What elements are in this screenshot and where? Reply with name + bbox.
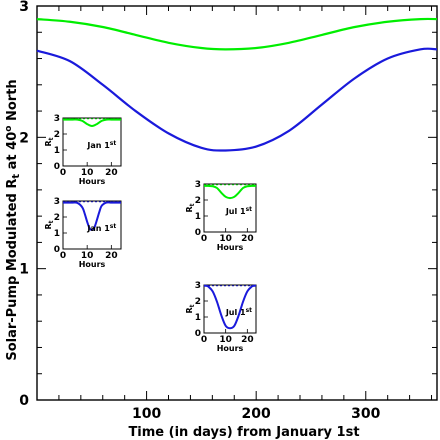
inset-date-sup: st — [110, 140, 117, 147]
inset-y-tick-label: 0 — [195, 228, 201, 238]
inset-y-tick-label: 1 — [195, 212, 201, 222]
y-axis-label-sup: o — [4, 126, 14, 132]
inset-x-tick-label: 10 — [81, 251, 94, 261]
inset-date-text: Jan 1 — [86, 141, 110, 150]
inset-y-tick-label: 1 — [195, 313, 201, 323]
inset-date-text: Jan 1 — [86, 224, 110, 233]
y-axis-label: Solar-Pump Modulated Rt at 40o North — [4, 79, 22, 360]
inset-x-tick-label: 20 — [241, 234, 254, 244]
y-tick-label: 2 — [19, 130, 29, 146]
inset-y-axis-label-main: R — [44, 223, 53, 229]
inset-x-tick-label: 10 — [81, 168, 94, 178]
y-axis-label-suffix: North — [5, 79, 20, 125]
inset-x-axis-label: Hours — [217, 344, 244, 353]
inset-series-line — [203, 184, 257, 200]
inset-y-tick-label: 1 — [54, 229, 60, 239]
inset-y-tick-label: 2 — [54, 213, 60, 223]
inset-x-tick-label: 20 — [241, 335, 254, 345]
y-axis-label-prefix: Solar-Pump Modulated R — [5, 179, 20, 361]
inset-y-axis-label: Rt — [185, 203, 196, 212]
inset-y-tick-label: 0 — [54, 245, 60, 255]
inset-frame — [203, 183, 257, 233]
inset-date-label: Jan 1st — [86, 140, 116, 150]
inset-y-tick-label: 0 — [195, 329, 201, 339]
inset-y-tick-label: 3 — [195, 180, 201, 190]
inset-chart: 0 10 20 0 1 2 3 Jan 1st Hours Rt — [44, 114, 122, 186]
inset-x-tick-label: 0 — [60, 168, 66, 178]
inset-chart: 0 10 20 0 1 2 3 Jul 1st Hours Rt — [185, 180, 257, 252]
inset-x-tick-label: 0 — [201, 234, 207, 244]
inset-y-tick-label: 0 — [54, 162, 60, 172]
inset-date-sup: st — [110, 223, 117, 230]
inset-date-label: Jul 1st — [225, 206, 252, 216]
inset-x-tick-label: 0 — [60, 251, 66, 261]
inset-y-tick-label: 2 — [54, 130, 60, 140]
inset-y-axis-label: Rt — [44, 137, 55, 146]
inset-date-label: Jan 1st — [86, 223, 116, 233]
inset-frame — [62, 200, 122, 250]
inset-date-sup: st — [246, 307, 253, 314]
x-tick-label: 100 — [132, 406, 161, 422]
inset-series-line — [203, 284, 257, 330]
inset-y-tick-label: 3 — [54, 114, 60, 124]
inset-date-text: Jul 1 — [225, 207, 246, 216]
series-line-1 — [36, 17, 438, 51]
inset-x-axis-label: Hours — [217, 243, 244, 252]
inset-y-axis-label-main: R — [44, 140, 53, 146]
inset-y-tick-label: 1 — [54, 146, 60, 156]
x-tick-label: 300 — [351, 406, 380, 422]
inset-y-axis-label-sub: t — [189, 203, 196, 206]
plot-frame — [36, 5, 438, 401]
x-axis-label: Time (in days) from January 1st — [128, 425, 359, 440]
inset-chart: 0 10 20 0 1 2 3 Jul 1st Hours Rt — [185, 281, 257, 353]
inset-series-line — [63, 201, 121, 231]
inset-date-label: Jul 1st — [225, 307, 252, 317]
inset-x-axis-label: Hours — [79, 177, 106, 186]
inset-y-tick-label: 3 — [195, 281, 201, 291]
y-axis-label-sub: t — [11, 174, 22, 179]
inset-x-axis-label: Hours — [79, 260, 106, 269]
inset-date-text: Jul 1 — [225, 308, 246, 317]
inset-y-axis-label-main: R — [185, 206, 194, 212]
y-axis-label-mid: at 40 — [5, 132, 20, 174]
inset-y-axis-label-sub: t — [48, 137, 55, 140]
inset-x-tick-label: 20 — [105, 251, 118, 261]
series-line-2 — [36, 47, 438, 152]
inset-y-axis-label-sub: t — [189, 304, 196, 307]
inset-y-axis-label: Rt — [44, 220, 55, 229]
inset-date-sup: st — [246, 206, 253, 213]
inset-x-tick-label: 10 — [219, 234, 232, 244]
inset-y-axis-label-main: R — [185, 307, 194, 313]
inset-x-tick-label: 20 — [105, 168, 118, 178]
y-tick-label: 3 — [19, 0, 29, 15]
inset-x-tick-label: 0 — [201, 335, 207, 345]
inset-y-axis-label: Rt — [185, 304, 196, 313]
inset-series-line — [63, 118, 121, 128]
inset-chart: 0 10 20 0 1 2 3 Jan 1st Hours Rt — [44, 197, 122, 269]
x-tick-label: 200 — [242, 406, 271, 422]
inset-y-tick-label: 3 — [54, 197, 60, 207]
inset-y-tick-label: 2 — [195, 196, 201, 206]
inset-y-axis-label-sub: t — [48, 220, 55, 223]
inset-x-tick-label: 10 — [219, 335, 232, 345]
inset-y-tick-label: 2 — [195, 297, 201, 307]
y-tick-label: 1 — [19, 262, 29, 278]
y-tick-label: 0 — [19, 393, 29, 409]
